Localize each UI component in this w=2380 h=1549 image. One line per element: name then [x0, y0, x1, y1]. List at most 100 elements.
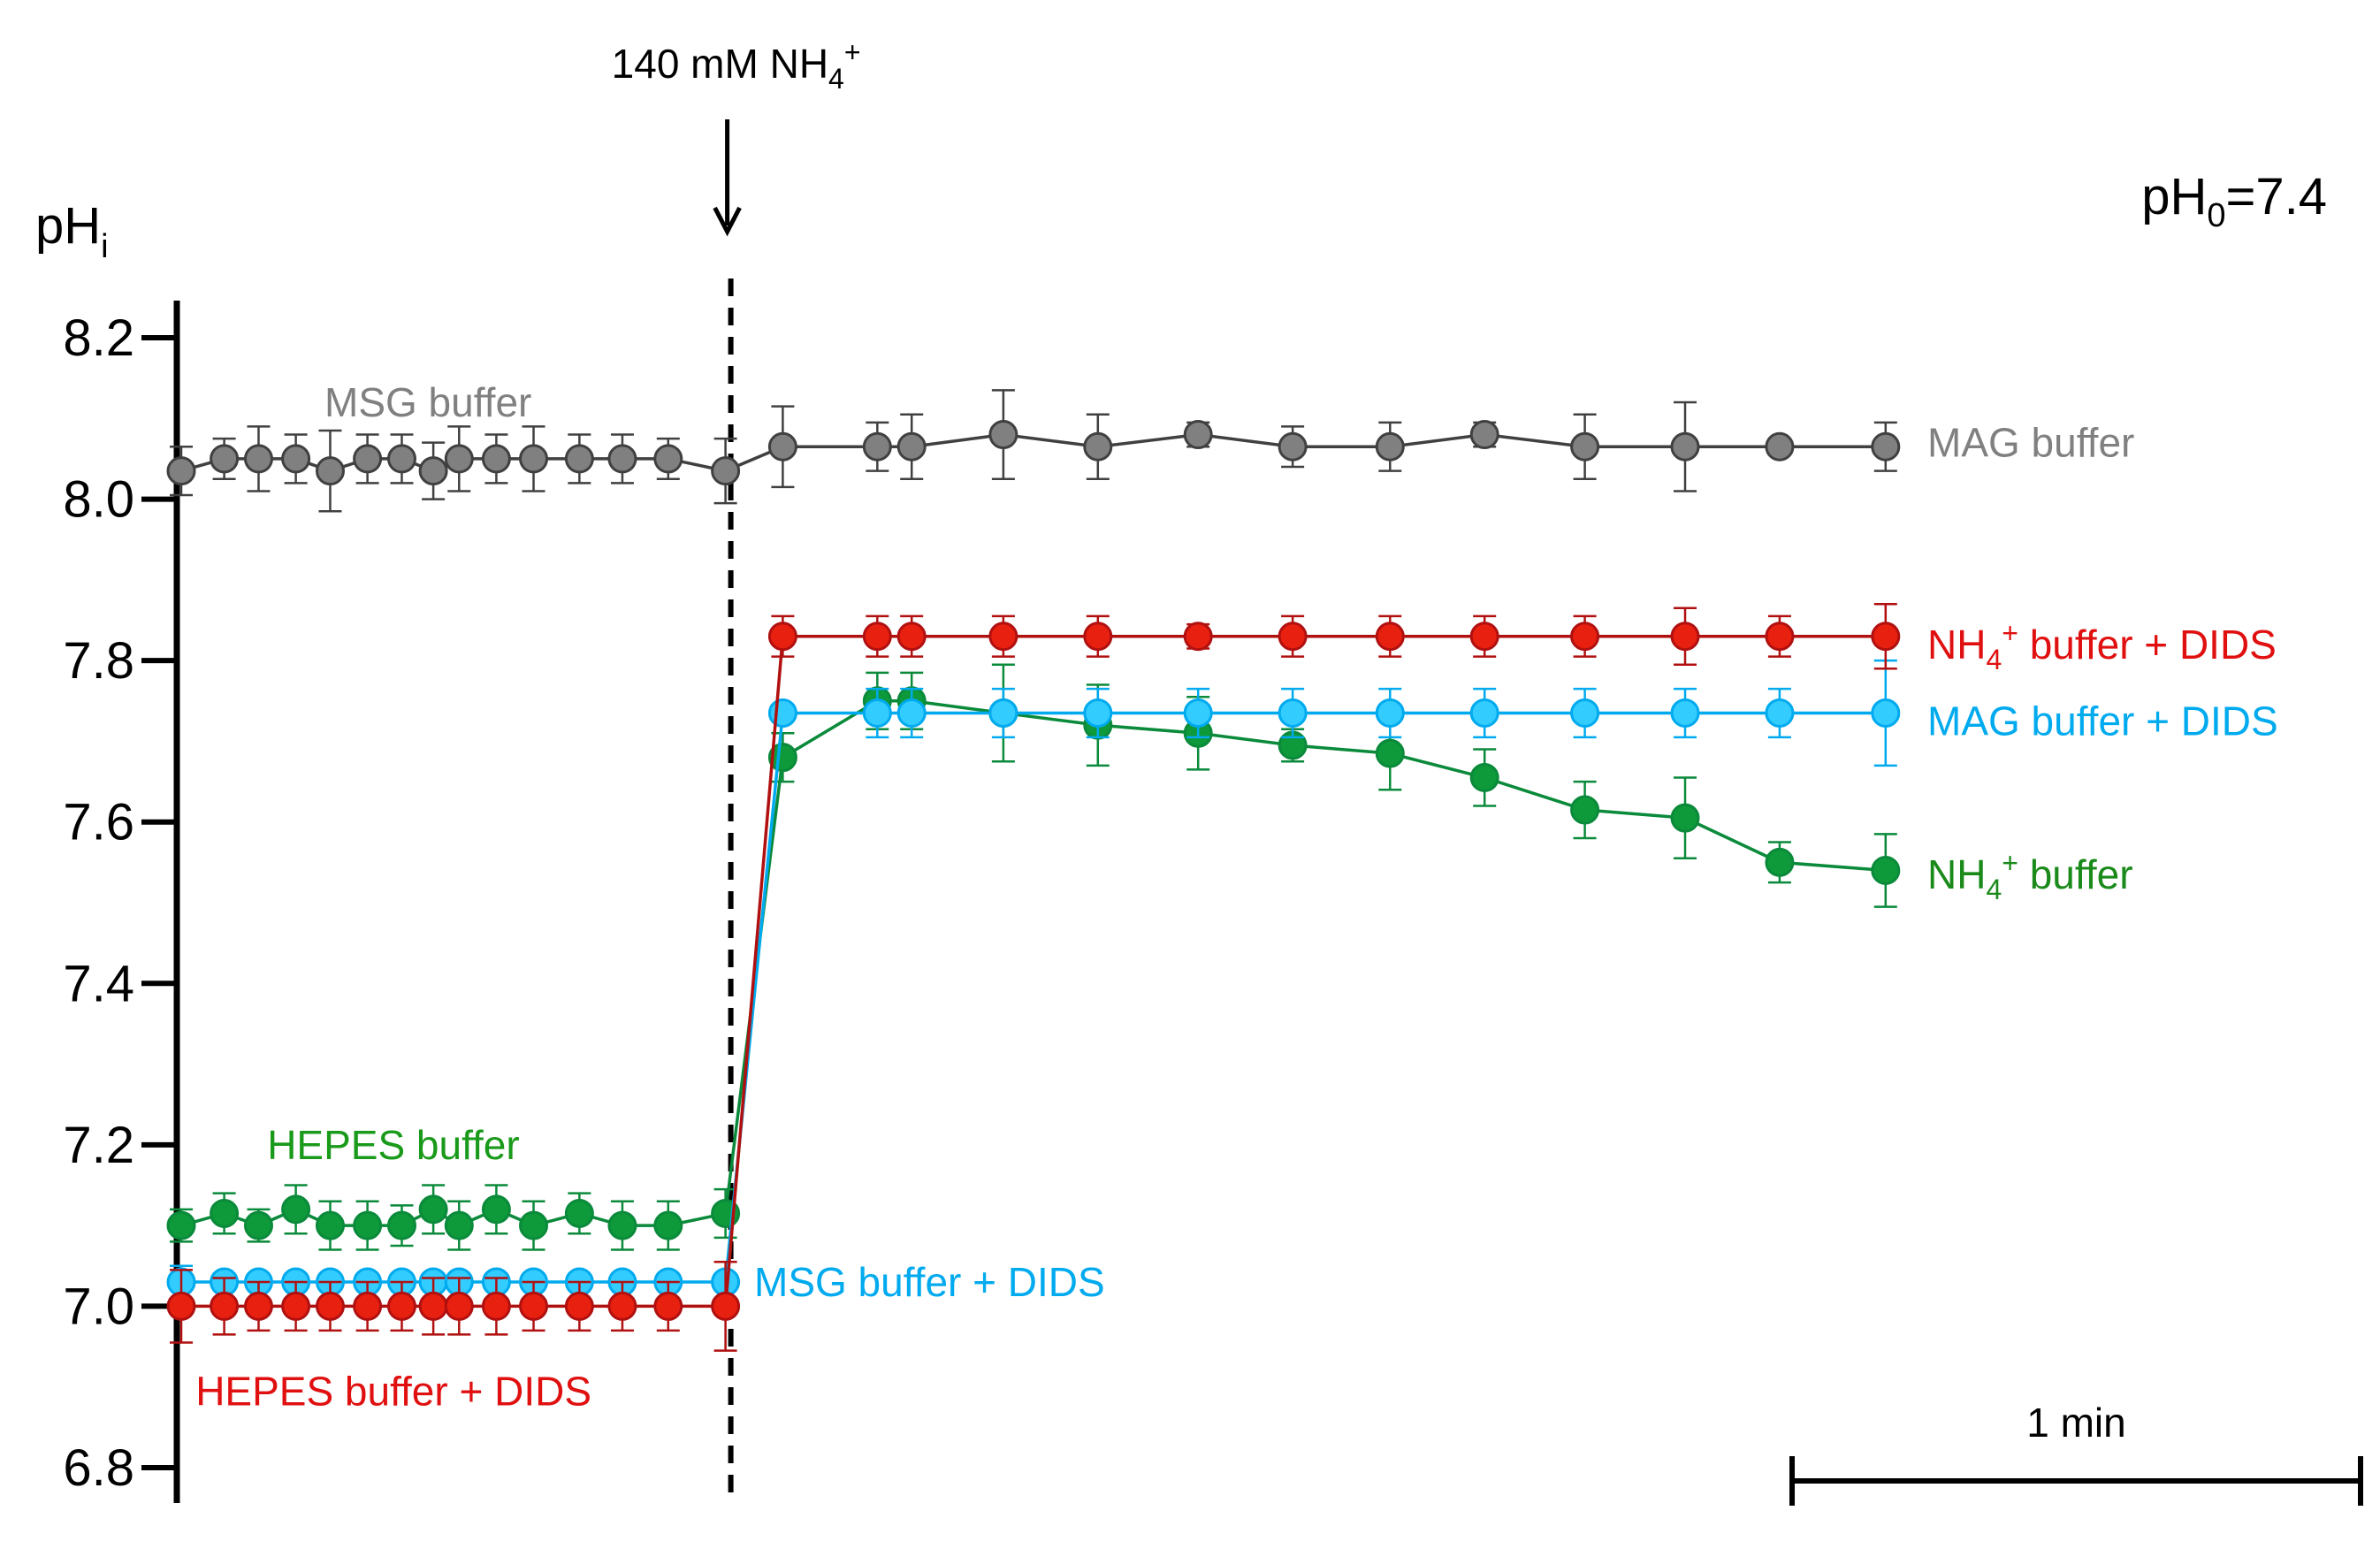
series-0-point-0 [166, 456, 196, 486]
ph0-value: =7.4 [2226, 168, 2328, 225]
series-0 [166, 389, 1901, 513]
series-0-point-21 [1278, 431, 1308, 462]
series-1-point-1 [210, 1198, 240, 1228]
series-1-point-23 [1469, 763, 1499, 793]
series-1-point-3 [281, 1194, 311, 1225]
series-2-point-21 [1278, 698, 1308, 728]
series-1-point-5 [353, 1210, 383, 1240]
series-0-point-16 [862, 431, 892, 462]
series-1-point-4 [315, 1210, 345, 1240]
series-1-point-11 [564, 1198, 594, 1228]
scale-bar-label: 1 min [2026, 1400, 2125, 1446]
series-0-point-18 [988, 420, 1018, 450]
nh4-addition-superscript: + [844, 36, 861, 68]
series-3-point-8 [444, 1291, 474, 1321]
series-0-point-22 [1375, 431, 1405, 462]
series-0-point-23 [1469, 420, 1499, 450]
series-labels: MSG buffer MAG buffer HEPES buffer NH4+ buf… [195, 379, 2277, 1414]
series-0-point-8 [444, 444, 474, 474]
series-1-point-7 [418, 1194, 448, 1225]
series-2-point-18 [988, 698, 1018, 728]
series-3-point-24 [1570, 622, 1600, 652]
series-0-point-26 [1765, 431, 1795, 462]
series-0-point-17 [896, 431, 927, 462]
series-3-label-0: HEPES buffer + DIDS [195, 1368, 591, 1414]
series-3-point-14 [711, 1291, 741, 1321]
series-0-point-4 [315, 456, 345, 486]
series-3-point-23 [1469, 622, 1499, 652]
series-3-point-1 [210, 1291, 240, 1321]
series-0-point-20 [1183, 420, 1213, 450]
nh4-addition-arrow-head [713, 206, 742, 237]
series-1-label-1: NH4+ buffer [1927, 847, 2133, 905]
series-1 [166, 663, 1901, 1251]
series-0-point-14 [711, 456, 741, 486]
series-3-point-22 [1375, 622, 1405, 652]
y-tick-label-3: 7.4 [63, 955, 134, 1012]
series-2-point-24 [1570, 698, 1600, 728]
y-tick-label-4: 7.6 [63, 794, 134, 851]
series-0-point-7 [418, 456, 448, 486]
series-2-label-0: MSG buffer + DIDS [754, 1259, 1105, 1305]
series-3-point-19 [1083, 622, 1113, 652]
series-0-point-15 [767, 431, 797, 462]
series-2-point-27 [1871, 698, 1901, 728]
series-3-point-21 [1278, 622, 1308, 652]
ph0-annotation: pH0=7.4 [2141, 168, 2327, 234]
series-2-point-22 [1375, 698, 1405, 728]
series-0-point-27 [1871, 431, 1901, 462]
series-3-point-13 [653, 1291, 683, 1321]
series-3-point-20 [1183, 622, 1213, 652]
series-1-point-0 [166, 1210, 196, 1240]
series-0-label-0: MSG buffer [324, 379, 531, 425]
series-0-point-24 [1570, 431, 1600, 462]
series-2-point-25 [1670, 698, 1700, 728]
series-1-point-26 [1765, 847, 1795, 877]
series-3-point-27 [1871, 622, 1901, 652]
series-0-point-5 [353, 444, 383, 474]
series-3-point-4 [315, 1291, 345, 1321]
series-3-point-15 [767, 622, 797, 652]
series-1-point-12 [607, 1210, 637, 1240]
series-3-point-17 [896, 622, 927, 652]
y-axis-label: pHi [35, 197, 109, 265]
series-3-point-9 [481, 1291, 511, 1321]
series-1-point-13 [653, 1210, 683, 1240]
series-1-point-2 [243, 1210, 273, 1240]
series-2-label-1: MAG buffer + DIDS [1927, 698, 2278, 744]
series-3-point-7 [418, 1291, 448, 1321]
series-3-point-5 [353, 1291, 383, 1321]
series-2-point-15 [767, 698, 797, 728]
series-0-point-11 [564, 444, 594, 474]
series-2-point-23 [1469, 698, 1499, 728]
series-3-line [181, 635, 1886, 1309]
y-tick-label-5: 7.8 [63, 632, 134, 690]
ph0-subscript: 0 [2207, 197, 2225, 234]
series-0-line [180, 432, 1886, 473]
series-0-point-13 [653, 444, 683, 474]
y-tick-label-2: 7.2 [63, 1117, 134, 1174]
series-3-point-0 [166, 1291, 196, 1321]
series-3-point-3 [281, 1291, 311, 1321]
series-1-point-9 [481, 1194, 511, 1225]
y-tick-label-6: 8.0 [63, 471, 134, 529]
data-series [166, 389, 1901, 1352]
y-tick-label-0: 6.8 [63, 1439, 134, 1497]
series-3-point-6 [386, 1291, 416, 1321]
series-1-point-10 [519, 1210, 549, 1240]
series-1-label-0: HEPES buffer [267, 1122, 520, 1168]
series-3-point-25 [1670, 622, 1700, 652]
y-tick-label-1: 7.0 [63, 1278, 134, 1335]
series-2-point-19 [1083, 698, 1113, 728]
series-1-line [180, 699, 1886, 1228]
series-1-point-25 [1670, 803, 1700, 833]
series-3-point-2 [243, 1291, 273, 1321]
series-3-point-26 [1765, 622, 1795, 652]
series-3-point-10 [519, 1291, 549, 1321]
series-0-point-2 [243, 444, 273, 474]
y-axis-label-subscript: i [101, 228, 108, 265]
series-0-point-3 [281, 444, 311, 474]
series-1-point-6 [386, 1210, 416, 1240]
series-3-point-16 [862, 622, 892, 652]
